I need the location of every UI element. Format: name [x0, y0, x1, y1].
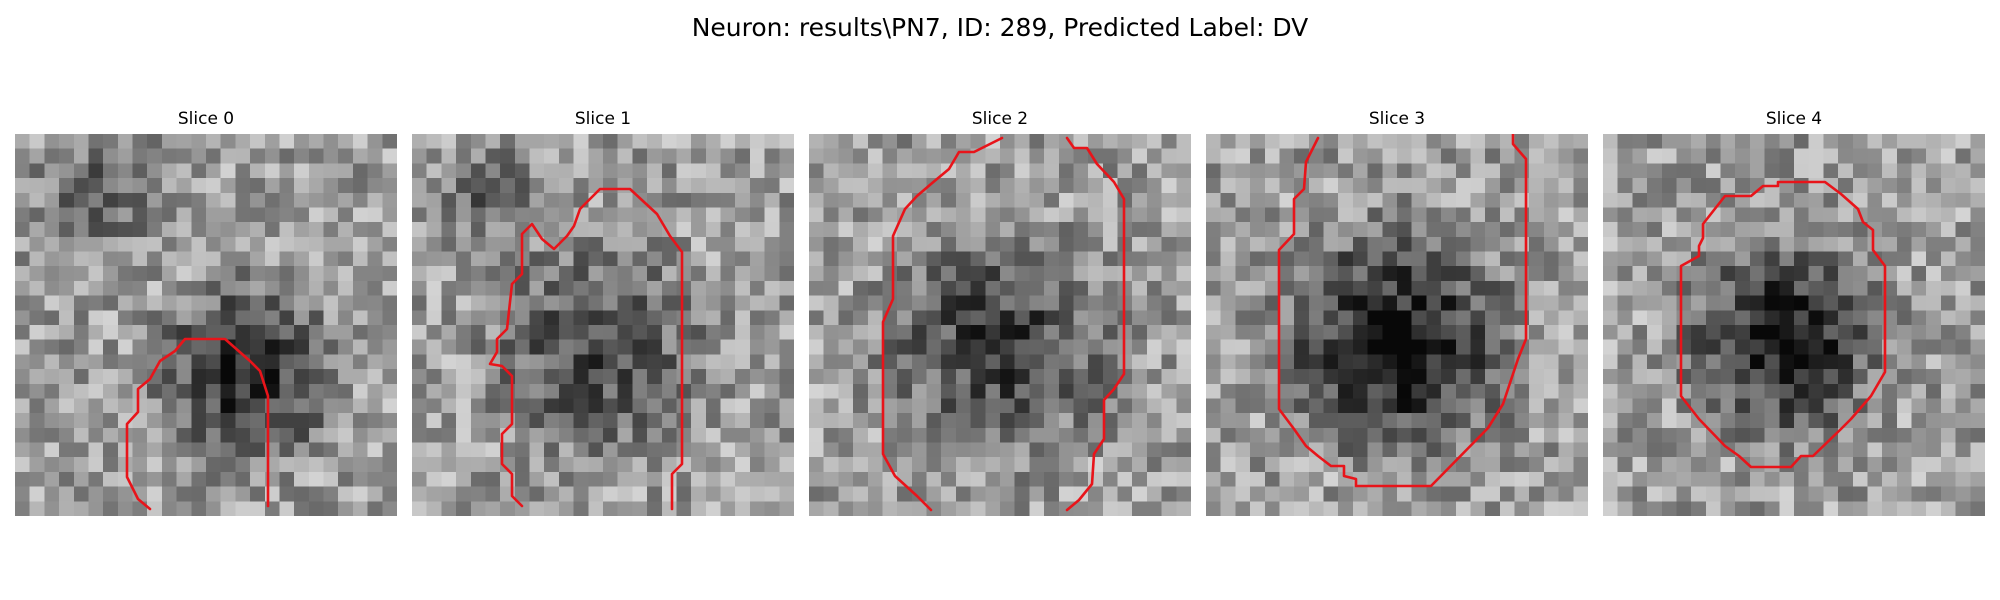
- segmentation-contour-4: [1679, 180, 1887, 469]
- segmentation-contour-0: [125, 337, 270, 511]
- slice-pixels-4: [1603, 134, 1985, 516]
- slice-panel-1: Slice 1: [412, 108, 794, 522]
- slice-image-2: [809, 134, 1191, 516]
- slice-panel-4: Slice 4: [1603, 108, 1985, 522]
- slice-title-0: Slice 0: [177, 109, 235, 129]
- slice-image-1: [412, 134, 794, 516]
- slice-pixels-3: [1206, 134, 1588, 516]
- slice-panel-0: Slice 0: [15, 108, 397, 522]
- segmentation-contour-3: [1277, 134, 1528, 488]
- slice-panel-3: Slice 3: [1206, 108, 1588, 522]
- slice-pixels-1: [412, 134, 794, 516]
- slice-title-4: Slice 4: [1765, 109, 1823, 129]
- slice-pixels-2: [809, 134, 1191, 516]
- segmentation-contour-2: [881, 136, 1004, 512]
- slice-title-1: Slice 1: [574, 109, 632, 129]
- slice-title-3: Slice 3: [1368, 109, 1426, 129]
- figure-title: Neuron: results\PN7, ID: 289, Predicted …: [691, 13, 1309, 42]
- segmentation-contour-2b: [1065, 136, 1126, 512]
- slice-image-3: [1206, 134, 1588, 516]
- slice-title-2: Slice 2: [971, 109, 1029, 129]
- slice-image-0: [15, 134, 397, 516]
- slice-image-4: [1603, 134, 1985, 516]
- segmentation-contour-1: [488, 187, 684, 511]
- slice-panel-2: Slice 2: [809, 108, 1191, 522]
- slice-pixels-0: [15, 134, 397, 516]
